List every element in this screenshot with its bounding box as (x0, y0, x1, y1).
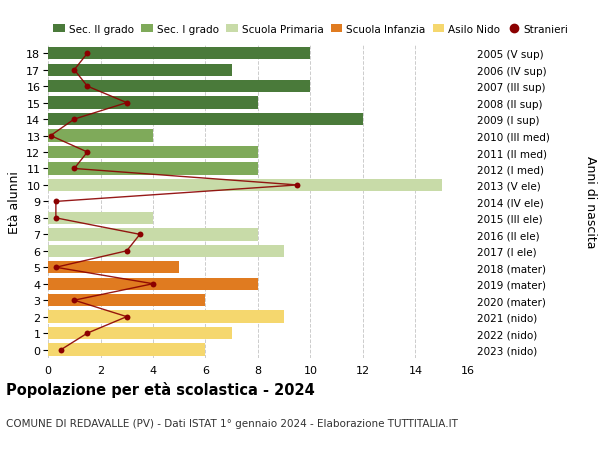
Bar (48, 146, 258, 159)
Point (51, 198, 61, 206)
Point (70, 67, 79, 74)
Bar (48, 327, 232, 340)
Y-axis label: Età alunni: Età alunni (8, 171, 20, 233)
Bar (48, 294, 205, 307)
Point (135, 231, 145, 239)
Bar (48, 179, 442, 192)
Bar (48, 262, 179, 274)
Point (83, 50, 92, 58)
Point (51, 264, 61, 271)
Point (122, 100, 131, 107)
Bar (48, 64, 232, 77)
Point (70, 116, 79, 123)
Bar (48, 278, 258, 290)
Text: Anni di nascita: Anni di nascita (584, 156, 597, 248)
Bar (48, 229, 258, 241)
Point (70, 297, 79, 304)
Bar (48, 245, 284, 257)
Point (148, 280, 158, 288)
Text: Popolazione per età scolastica - 2024: Popolazione per età scolastica - 2024 (6, 381, 315, 397)
Legend: Sec. II grado, Sec. I grado, Scuola Primaria, Scuola Infanzia, Asilo Nido, Stran: Sec. II grado, Sec. I grado, Scuola Prim… (53, 24, 568, 34)
Bar (48, 163, 258, 175)
Text: COMUNE DI REDAVALLE (PV) - Dati ISTAT 1° gennaio 2024 - Elaborazione TUTTITALIA.: COMUNE DI REDAVALLE (PV) - Dati ISTAT 1°… (6, 418, 458, 428)
Bar (48, 130, 153, 142)
Point (83, 149, 92, 157)
Point (70, 165, 79, 173)
Point (46, 133, 55, 140)
Bar (48, 97, 258, 110)
Point (83, 83, 92, 90)
Bar (48, 344, 205, 356)
Point (83, 330, 92, 337)
Bar (48, 81, 311, 93)
Bar (48, 114, 363, 126)
Point (122, 247, 131, 255)
Point (122, 313, 131, 321)
Point (293, 182, 302, 189)
Point (51, 215, 61, 222)
Point (56, 346, 66, 353)
Bar (48, 48, 311, 60)
Bar (48, 212, 153, 224)
Bar (48, 311, 284, 323)
